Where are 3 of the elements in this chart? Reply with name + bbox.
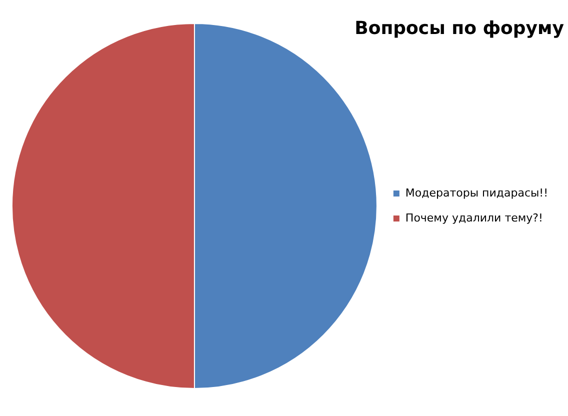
chart-title: Вопросы по форуму <box>354 18 564 39</box>
legend-label: Почему удалили тему?! <box>405 211 543 224</box>
legend-label: Модераторы пидарасы!! <box>405 186 548 200</box>
